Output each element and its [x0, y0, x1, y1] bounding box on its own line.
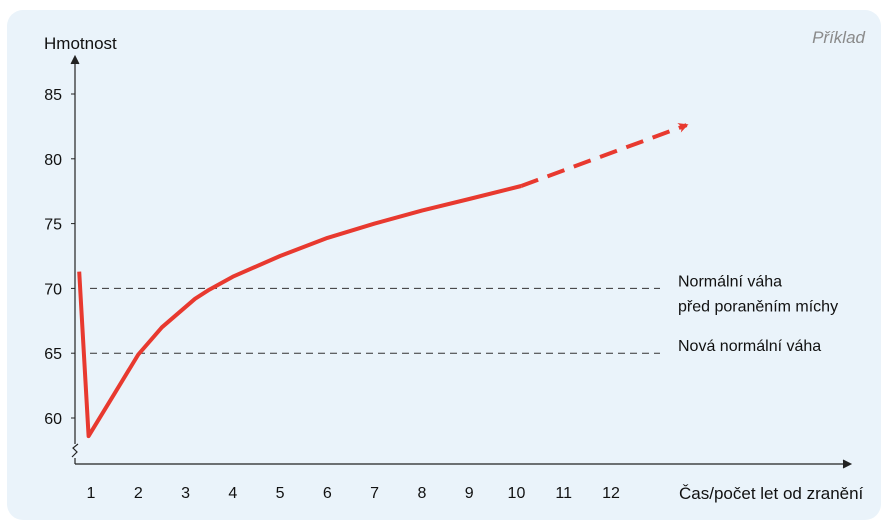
y-axis-break — [71, 443, 79, 458]
y-tick-label: 75 — [44, 217, 62, 234]
x-tick-label: 5 — [276, 485, 285, 502]
x-axis-label: Čas/počet let od zranění — [679, 484, 864, 503]
y-axis-arrow — [70, 54, 80, 65]
y-tick-label: 65 — [44, 346, 62, 363]
reference-line-label: Normální váha — [678, 273, 782, 290]
projected-weight-line — [520, 123, 689, 188]
x-tick-label: 11 — [555, 485, 572, 502]
x-tick-label: 12 — [602, 485, 620, 502]
x-tick-label: 4 — [228, 485, 237, 502]
x-tick-label: 7 — [370, 485, 379, 502]
y-axis-label: Hmotnost — [44, 34, 117, 53]
x-tick-label: 1 — [87, 485, 96, 502]
y-tick-label: 60 — [44, 411, 62, 428]
x-axis-arrow — [842, 459, 853, 469]
x-tick-label: 9 — [465, 485, 474, 502]
x-tick-label: 8 — [417, 485, 426, 502]
reference-line-label: Nová normální váha — [678, 338, 821, 355]
reference-line-label: před poraněním míchy — [678, 298, 838, 315]
chart-card — [7, 10, 881, 520]
x-tick-label: 10 — [508, 485, 526, 502]
y-tick-label: 80 — [44, 152, 62, 169]
y-tick-label: 85 — [44, 87, 62, 104]
y-tick-label: 70 — [44, 281, 62, 298]
example-label: Příklad — [812, 28, 865, 47]
x-tick-label: 6 — [323, 485, 332, 502]
weight-line — [77, 184, 522, 439]
x-tick-label: 2 — [134, 485, 143, 502]
x-tick-label: 3 — [181, 485, 190, 502]
